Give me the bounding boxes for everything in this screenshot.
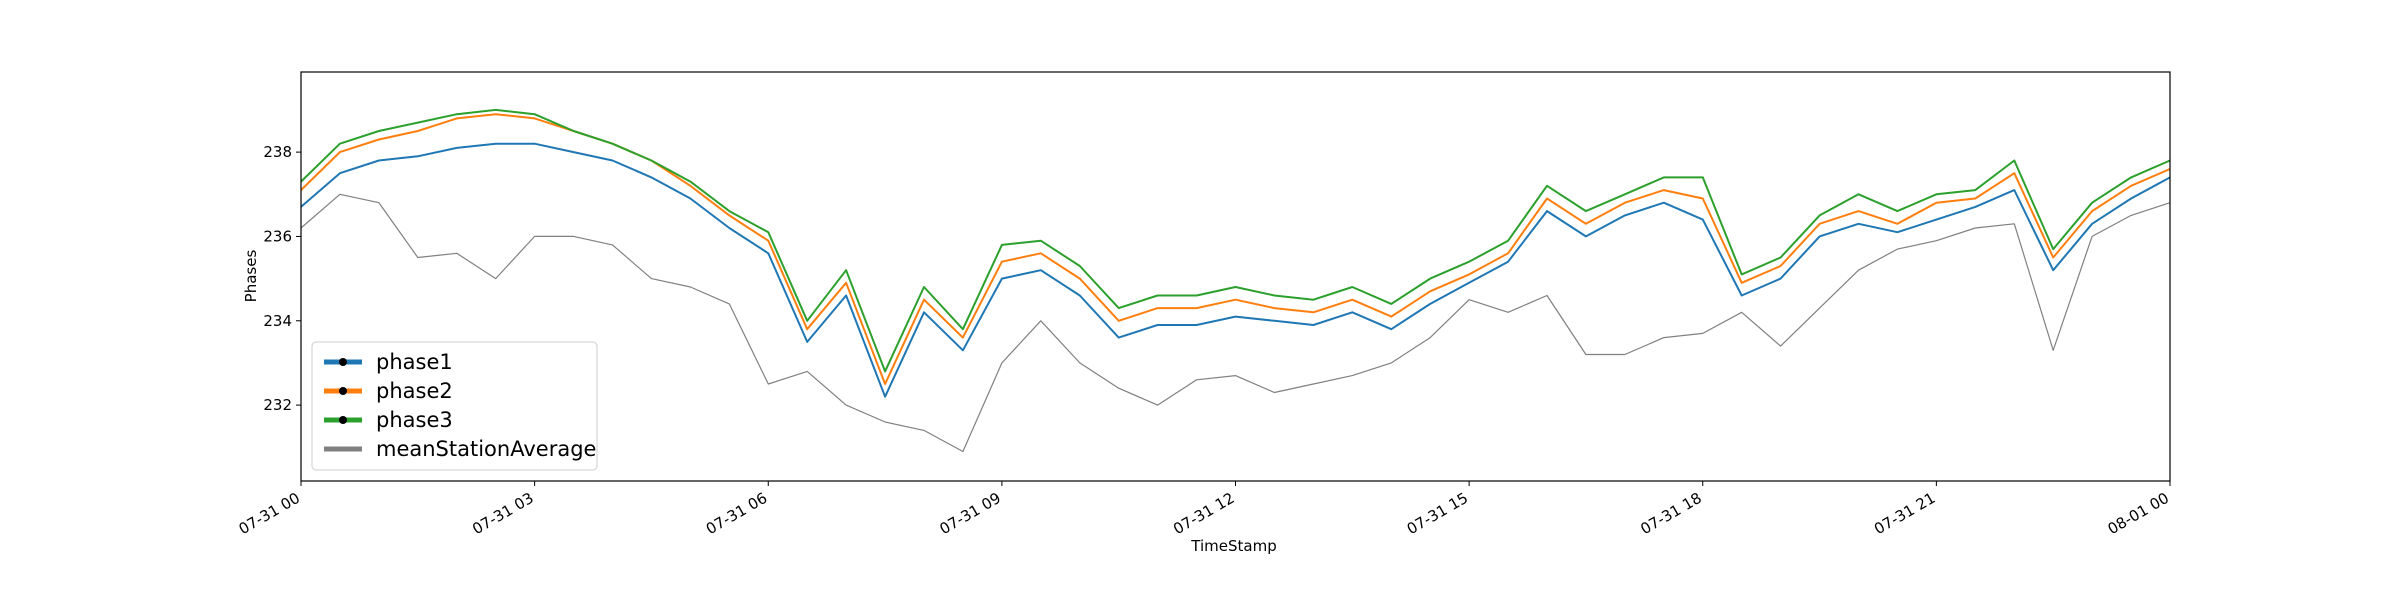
legend-box [311,341,598,471]
legend-marker [339,416,347,424]
legend: phase1 phase2 phase3 meanStationAverage [311,341,598,471]
legend-label: phase3 [376,408,453,432]
y-tick-label: 236 [263,227,292,245]
series-line [300,142,2171,398]
legend-label: meanStationAverage [376,437,596,461]
series-line [300,193,2171,453]
plot-frame [300,71,2171,482]
legend-marker [339,387,347,395]
x-axis-label: TimeStamp [1190,537,1276,555]
y-tick-label: 234 [263,312,292,330]
y-tick-label: 232 [263,396,292,414]
y-tick-label: 238 [263,143,292,161]
legend-marker [339,358,347,366]
y-axis-label: Phases [242,250,260,303]
legend-label: phase1 [376,350,453,374]
legend-label: phase2 [376,379,453,403]
series-line [300,108,2171,373]
